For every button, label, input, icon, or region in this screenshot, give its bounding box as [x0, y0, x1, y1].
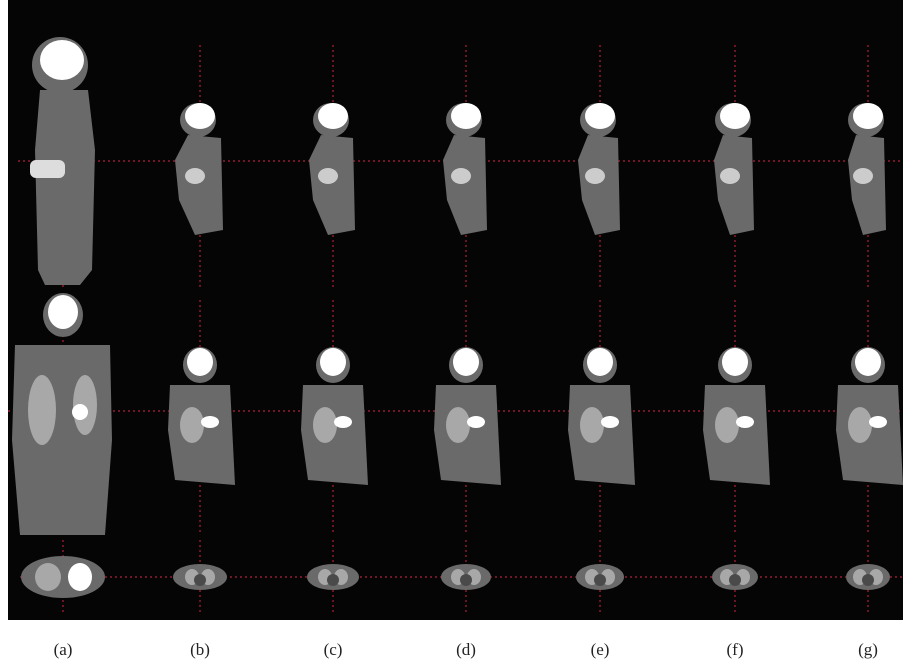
organ	[736, 416, 754, 428]
organ	[862, 574, 874, 586]
brain	[318, 103, 348, 129]
lung	[446, 407, 470, 443]
organ	[853, 168, 873, 184]
brain	[40, 40, 84, 80]
torso	[35, 90, 95, 285]
panel-label: (g)	[858, 640, 878, 659]
organ	[318, 168, 338, 184]
brain	[185, 103, 215, 129]
organ	[869, 416, 887, 428]
organ	[467, 416, 485, 428]
organ	[451, 168, 471, 184]
organ	[201, 416, 219, 428]
panel-label: (f)	[727, 640, 744, 659]
brain	[48, 295, 78, 329]
organ	[729, 574, 741, 586]
brain	[320, 348, 346, 376]
brain	[451, 103, 481, 129]
brain	[853, 103, 883, 129]
panel-label: (a)	[54, 640, 73, 659]
lung	[180, 407, 204, 443]
organ	[68, 563, 92, 591]
lung	[848, 407, 872, 443]
organ	[585, 168, 605, 184]
panel-label: (b)	[190, 640, 210, 659]
lung	[28, 375, 56, 445]
lung	[35, 563, 61, 591]
brain	[855, 348, 881, 376]
image-panel	[8, 0, 903, 620]
organ	[460, 574, 472, 586]
organ	[72, 404, 88, 420]
organ	[30, 160, 65, 178]
brain	[587, 348, 613, 376]
brain	[720, 103, 750, 129]
section	[21, 556, 105, 598]
organ	[185, 168, 205, 184]
panel-label: (d)	[456, 640, 476, 659]
organ	[194, 574, 206, 586]
brain	[585, 103, 615, 129]
organ	[334, 416, 352, 428]
panel-label: (e)	[591, 640, 610, 659]
torso	[12, 345, 112, 535]
organ	[594, 574, 606, 586]
brain	[453, 348, 479, 376]
brain	[187, 348, 213, 376]
lung	[715, 407, 739, 443]
figure: (a) (b) (c) (d) (e) (f) (g)	[0, 0, 903, 670]
lung	[313, 407, 337, 443]
brain	[722, 348, 748, 376]
organ	[601, 416, 619, 428]
organ	[720, 168, 740, 184]
organ	[327, 574, 339, 586]
lung	[580, 407, 604, 443]
panel-label: (c)	[324, 640, 343, 659]
